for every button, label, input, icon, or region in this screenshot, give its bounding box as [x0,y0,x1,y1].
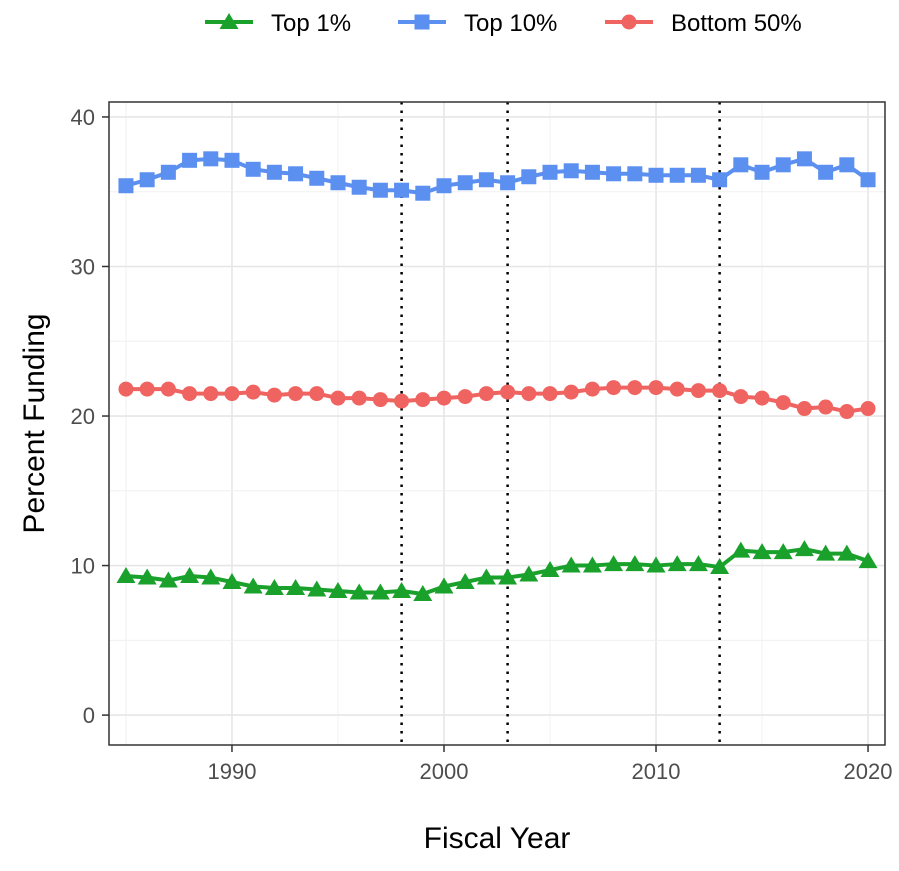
series-layer [116,151,877,601]
data-point [479,386,494,401]
data-point [797,401,812,416]
data-point [118,178,133,193]
y-tick-label: 10 [71,554,95,579]
data-point [733,157,748,172]
data-point [691,383,706,398]
data-point [203,386,218,401]
data-point [182,386,197,401]
data-point [140,382,155,397]
data-point [755,165,770,180]
data-point [776,157,791,172]
legend-item: Top 1% [205,10,351,37]
x-tick-label: 2000 [420,759,469,784]
legend-item: Bottom 50% [605,10,802,37]
data-point [839,404,854,419]
data-point [373,183,388,198]
legend-label: Bottom 50% [671,10,802,37]
data-point [309,171,324,186]
data-point [330,391,345,406]
data-point [224,386,239,401]
data-point [712,172,727,187]
data-point [670,168,685,183]
data-point [436,178,451,193]
reference-lines [402,102,720,745]
data-point [861,401,876,416]
legend-label: Top 1% [271,10,351,37]
data-point [479,172,494,187]
data-point [224,153,239,168]
data-point [776,395,791,410]
x-tick-label: 2020 [844,759,893,784]
y-tick-label: 0 [83,703,95,728]
legend-key-marker [622,15,637,30]
x-tick-label: 2010 [632,759,681,784]
legend: Top 1% Top 10% Bottom 50% [205,10,802,37]
data-point [818,165,833,180]
data-point [330,175,345,190]
data-point [627,380,642,395]
data-point [288,386,303,401]
data-point [118,382,133,397]
data-point [606,166,621,181]
data-point [543,386,558,401]
data-point [267,165,282,180]
data-point [436,391,451,406]
legend-item: Top 10% [398,10,557,37]
data-point [861,172,876,187]
data-point [415,392,430,407]
data-point [246,385,261,400]
data-point [394,394,409,409]
data-point [458,175,473,190]
y-tick-label: 20 [71,404,95,429]
data-point [543,165,558,180]
x-axis-title: Fiscal Year [424,822,571,855]
data-point [691,168,706,183]
data-point [161,382,176,397]
axes: 1990 2000 2010 2020 0 10 20 30 40 [71,105,893,784]
data-point [733,389,748,404]
data-point [182,153,197,168]
data-point [521,169,536,184]
data-point [458,389,473,404]
data-point [670,382,685,397]
data-point [373,392,388,407]
data-point [839,157,854,172]
x-tick-label: 1990 [207,759,256,784]
data-point [564,385,579,400]
data-point [649,168,664,183]
data-point [140,172,155,187]
y-tick-label: 30 [71,254,95,279]
data-point [627,166,642,181]
data-point [649,380,664,395]
series-top-1 [116,540,877,601]
data-point [500,175,515,190]
data-point [415,186,430,201]
data-point [585,165,600,180]
legend-label: Top 10% [464,10,557,37]
y-tick-label: 40 [71,105,95,130]
data-point [203,151,218,166]
data-point [500,385,515,400]
data-point [246,162,261,177]
data-point [521,386,536,401]
data-point [797,151,812,166]
gridlines [109,102,885,745]
data-point [161,165,176,180]
data-point [267,388,282,403]
data-point [288,166,303,181]
data-point [352,180,367,195]
data-point [755,391,770,406]
data-point [564,163,579,178]
data-point [352,391,367,406]
data-point [309,386,324,401]
data-point [394,183,409,198]
data-point [585,382,600,397]
data-point [606,380,621,395]
y-axis-title: Percent Funding [18,313,51,533]
plot-panel-border [109,102,885,745]
data-point [818,400,833,415]
legend-key-marker [415,15,430,30]
data-point [712,383,727,398]
